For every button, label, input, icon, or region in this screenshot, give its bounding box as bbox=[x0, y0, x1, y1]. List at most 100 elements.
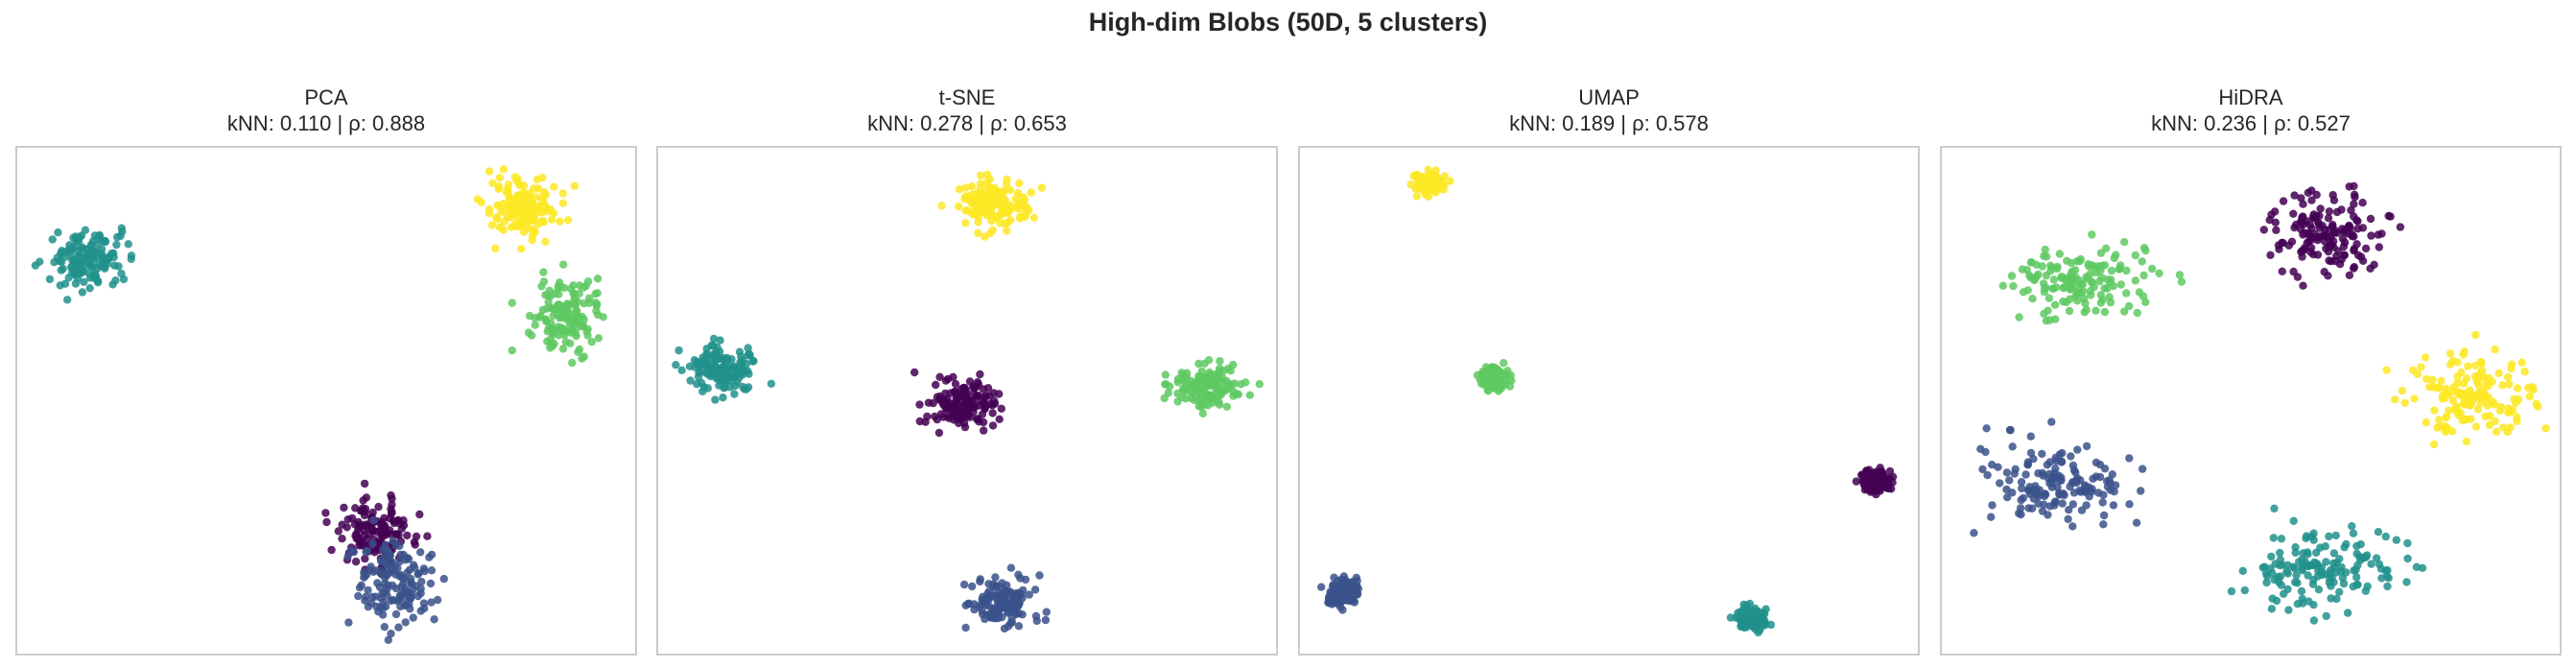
scatter-point bbox=[127, 251, 136, 260]
scatter-point bbox=[1030, 585, 1040, 594]
scatter-point bbox=[704, 370, 714, 378]
scatter-point bbox=[541, 237, 550, 246]
scatter-point bbox=[960, 383, 969, 393]
scatter-point bbox=[2382, 572, 2392, 581]
scatter-point bbox=[1217, 390, 1226, 398]
scatter-point bbox=[2111, 481, 2120, 489]
scatter-point bbox=[2505, 380, 2514, 389]
scatter-point bbox=[2396, 223, 2405, 231]
scatter-point bbox=[1497, 377, 1505, 387]
scatter-point bbox=[2262, 578, 2271, 587]
scatter-point bbox=[2100, 307, 2110, 317]
scatter-point bbox=[2318, 222, 2327, 230]
scatter-point bbox=[1761, 605, 1770, 613]
scatter-point bbox=[2068, 500, 2077, 509]
scatter-point bbox=[2008, 489, 2017, 497]
scatter-point bbox=[996, 189, 1004, 199]
scatter-point bbox=[558, 189, 568, 198]
scatter-point bbox=[915, 400, 924, 409]
scatter-point bbox=[2090, 282, 2098, 292]
scatter-point bbox=[1987, 513, 1996, 521]
scatter-point bbox=[2059, 283, 2068, 293]
scatter-point bbox=[392, 530, 401, 539]
scatter-point bbox=[2284, 241, 2293, 250]
scatter-point bbox=[2322, 244, 2330, 253]
scatter-point bbox=[1489, 370, 1498, 380]
scatter-point bbox=[2445, 406, 2453, 416]
scatter-point bbox=[1206, 381, 1215, 390]
scatter-point bbox=[742, 359, 751, 369]
scatter-point bbox=[935, 372, 944, 381]
scatter-point bbox=[2447, 427, 2457, 436]
scatter-point bbox=[1004, 622, 1013, 631]
cluster-series-1 bbox=[1317, 572, 1362, 614]
scatter-point bbox=[338, 520, 346, 529]
scatter-point bbox=[2052, 473, 2062, 482]
scatter-point bbox=[2297, 194, 2305, 203]
scatter-point bbox=[1006, 216, 1015, 225]
scatter-point bbox=[2278, 561, 2286, 569]
scatter-point bbox=[1166, 382, 1174, 391]
scatter-point bbox=[539, 277, 549, 286]
scatter-point bbox=[576, 281, 584, 290]
scatter-point bbox=[2072, 281, 2081, 290]
scatter-point bbox=[538, 194, 547, 203]
scatter-point bbox=[2485, 420, 2493, 429]
scatter-point bbox=[2339, 579, 2349, 588]
scatter-point bbox=[677, 366, 686, 374]
scatter-point bbox=[1226, 367, 1235, 375]
scatter-point bbox=[1200, 386, 1209, 394]
scatter-point bbox=[2495, 406, 2505, 416]
scatter-point bbox=[2442, 388, 2450, 397]
scatter-point bbox=[59, 264, 67, 274]
scatter-point bbox=[2332, 594, 2341, 604]
scatter-point bbox=[2057, 273, 2066, 281]
scatter-point bbox=[2494, 369, 2503, 378]
scatter-point bbox=[2374, 528, 2383, 537]
scatter-point bbox=[2107, 266, 2116, 275]
scatter-point bbox=[2489, 397, 2497, 407]
scatter-point bbox=[2017, 495, 2025, 505]
scatter-point bbox=[960, 195, 969, 203]
scatter-point bbox=[1032, 616, 1041, 626]
scatter-point bbox=[2227, 586, 2236, 596]
scatter-point bbox=[985, 229, 995, 238]
plot-area bbox=[15, 146, 637, 656]
scatter-point bbox=[504, 180, 513, 189]
scatter-point bbox=[2482, 394, 2491, 404]
scatter-point bbox=[709, 334, 719, 344]
scatter-point bbox=[1015, 179, 1024, 188]
scatter-plot-umap bbox=[1317, 165, 1898, 637]
scatter-point bbox=[1214, 384, 1222, 393]
scatter-point bbox=[1216, 357, 1224, 366]
scatter-point bbox=[720, 384, 728, 393]
scatter-point bbox=[1177, 369, 1186, 377]
scatter-point bbox=[572, 315, 580, 324]
scatter-point bbox=[86, 240, 96, 250]
scatter-point bbox=[2050, 497, 2060, 507]
scatter-point bbox=[2472, 377, 2481, 386]
scatter-point bbox=[1187, 394, 1195, 402]
scatter-point bbox=[2403, 538, 2412, 548]
scatter-point bbox=[2421, 353, 2430, 362]
scatter-point bbox=[124, 240, 132, 249]
scatter-point bbox=[1482, 377, 1491, 386]
scatter-point bbox=[78, 288, 87, 297]
scatter-point bbox=[2045, 316, 2054, 324]
scatter-point bbox=[2078, 280, 2088, 289]
scatter-point bbox=[955, 202, 963, 211]
scatter-point bbox=[56, 281, 64, 290]
scatter-point bbox=[2462, 415, 2470, 424]
scatter-point bbox=[2049, 275, 2059, 284]
scatter-point bbox=[2448, 396, 2457, 405]
scatter-point bbox=[2268, 594, 2277, 603]
scatter-point bbox=[2325, 207, 2334, 216]
scatter-point bbox=[2141, 246, 2150, 255]
scatter-point bbox=[361, 596, 369, 605]
scatter-point bbox=[1014, 570, 1023, 579]
panel-tsne: t-SNE kNN: 0.278 | ρ: 0.653 bbox=[656, 84, 1278, 656]
scatter-point bbox=[416, 607, 425, 615]
scatter-point bbox=[1412, 192, 1421, 201]
scatter-point bbox=[957, 396, 966, 405]
scatter-point bbox=[2339, 242, 2349, 251]
